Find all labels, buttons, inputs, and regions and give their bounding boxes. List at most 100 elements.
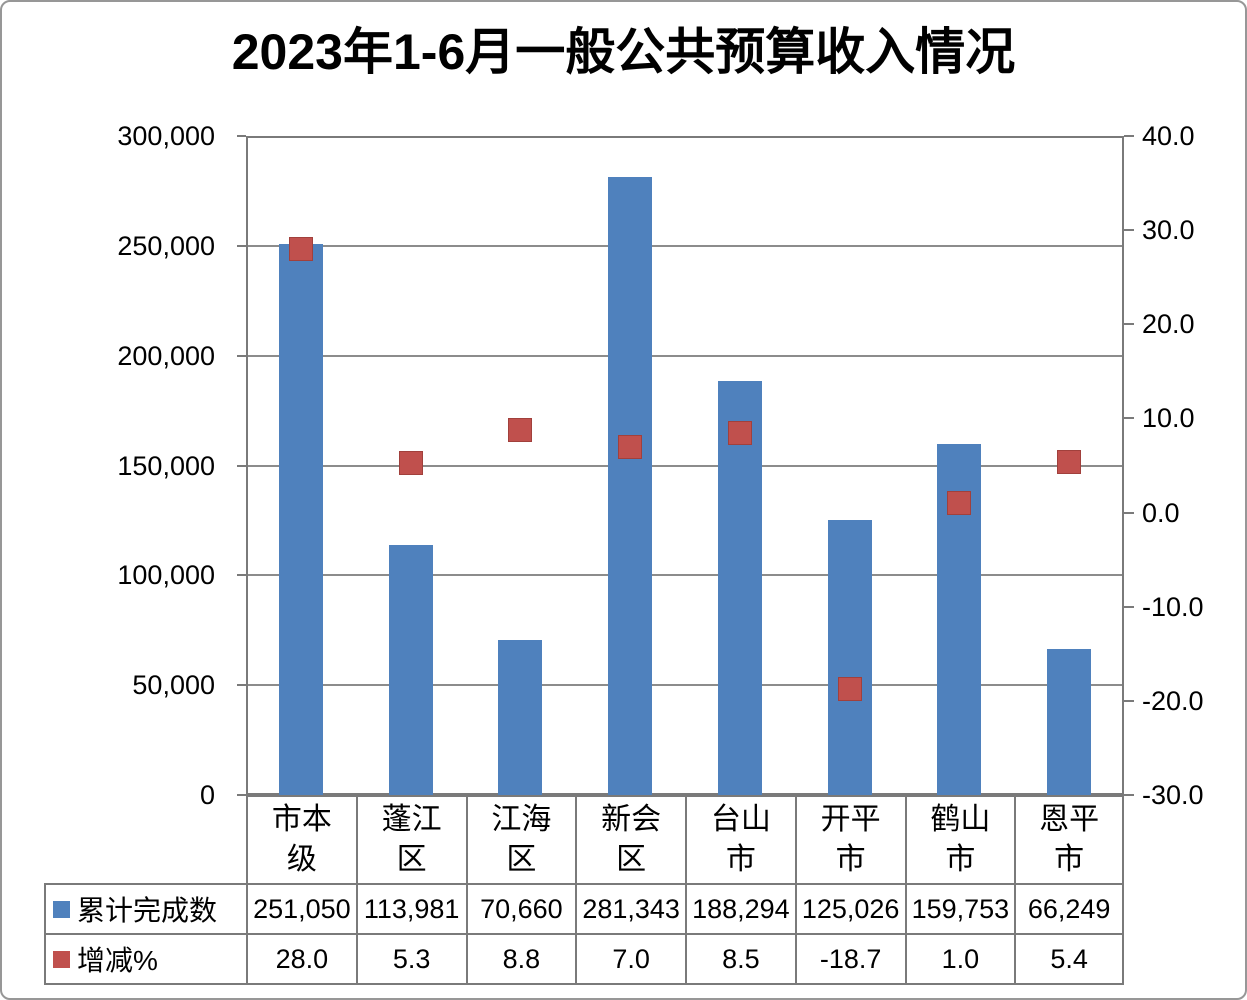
value-cell-text: 251,050 bbox=[253, 893, 351, 924]
value-cell: 8.8 bbox=[465, 933, 576, 985]
right-axis-tick-label: 30.0 bbox=[1142, 215, 1195, 246]
scatter-marker bbox=[837, 676, 862, 701]
right-axis-tick bbox=[1124, 417, 1134, 420]
right-axis-tick-label: 10.0 bbox=[1142, 403, 1195, 434]
left-axis-tick-label: 250,000 bbox=[117, 230, 215, 261]
value-cell-text: 159,753 bbox=[911, 893, 1010, 924]
left-axis-tick bbox=[237, 794, 246, 796]
category-cell: 蓬江区 bbox=[355, 795, 466, 883]
legend-key-icon bbox=[53, 950, 70, 968]
value-cell-text: 113,981 bbox=[363, 893, 460, 924]
value-cell-text: 1.0 bbox=[941, 943, 980, 974]
chart-title: 2023年1-6月一般公共预算收入情况 bbox=[231, 24, 1016, 80]
series-name-label: 累计完成数 bbox=[77, 895, 218, 926]
left-axis-tick bbox=[237, 464, 246, 467]
scatter-marker bbox=[618, 434, 643, 459]
right-axis-tick-label: -20.0 bbox=[1142, 685, 1204, 716]
category-label: 鹤山市 bbox=[930, 802, 991, 877]
left-axis-tick-label: 50,000 bbox=[132, 670, 215, 701]
left-axis-tick bbox=[237, 135, 246, 137]
plot-border bbox=[246, 136, 1124, 795]
right-axis-tick bbox=[1124, 229, 1134, 232]
value-cell-text: 70,660 bbox=[480, 893, 563, 924]
bar bbox=[608, 176, 653, 795]
category-cell: 江海区 bbox=[465, 795, 576, 883]
right-axis-tick bbox=[1124, 323, 1134, 326]
value-cell: 70,660 bbox=[465, 883, 576, 933]
right-axis-tick bbox=[1124, 699, 1134, 702]
gridline bbox=[246, 684, 1124, 687]
table-row-label: 增减% bbox=[44, 933, 246, 985]
value-cell: 159,753 bbox=[904, 883, 1015, 933]
bar bbox=[717, 381, 762, 795]
value-cell-text: 5.4 bbox=[1050, 943, 1088, 974]
bar bbox=[827, 520, 872, 795]
value-cell-text: 28.0 bbox=[275, 943, 329, 974]
category-label: 新会区 bbox=[601, 802, 662, 877]
table-corner-cell bbox=[44, 795, 246, 883]
gridline bbox=[246, 354, 1124, 357]
value-cell: 8.5 bbox=[685, 933, 795, 985]
value-cell-text: -18.7 bbox=[819, 943, 882, 974]
category-cell: 台山市 bbox=[685, 795, 795, 883]
value-cell: 113,981 bbox=[355, 883, 466, 933]
scatter-marker bbox=[947, 491, 972, 516]
table-row-label: 累计完成数 bbox=[44, 883, 246, 933]
left-axis-tick bbox=[237, 244, 246, 247]
value-cell: 28.0 bbox=[246, 933, 356, 985]
right-axis-tick-label: -30.0 bbox=[1142, 780, 1204, 810]
left-axis-tick-label: 0 bbox=[199, 780, 215, 810]
value-cell: 251,050 bbox=[246, 883, 356, 933]
right-axis-tick bbox=[1124, 511, 1134, 514]
category-cell: 市本级 bbox=[246, 795, 356, 883]
scatter-marker bbox=[288, 236, 313, 261]
category-cell: 恩平市 bbox=[1014, 795, 1124, 883]
value-cell-text: 8.5 bbox=[722, 943, 760, 974]
value-cell: 188,294 bbox=[685, 883, 795, 933]
left-axis-tick-label: 200,000 bbox=[117, 340, 215, 371]
value-cell-text: 281,343 bbox=[582, 893, 680, 924]
right-axis-tick bbox=[1124, 794, 1134, 796]
value-cell: 1.0 bbox=[904, 933, 1015, 985]
scatter-marker bbox=[1057, 449, 1082, 474]
right-axis-tick bbox=[1124, 135, 1134, 137]
bar bbox=[278, 243, 323, 795]
left-axis-tick bbox=[237, 574, 246, 577]
category-cell: 新会区 bbox=[575, 795, 685, 883]
right-axis-tick bbox=[1124, 605, 1134, 608]
value-cell-text: 188,294 bbox=[692, 893, 790, 924]
value-cell: 5.4 bbox=[1014, 933, 1124, 985]
value-cell: 125,026 bbox=[794, 883, 905, 933]
value-cell: 5.3 bbox=[355, 933, 466, 985]
scatter-marker bbox=[727, 420, 752, 445]
gridline bbox=[246, 464, 1124, 467]
left-axis-tick-label: 150,000 bbox=[117, 450, 215, 481]
category-label: 开平市 bbox=[820, 802, 881, 877]
right-axis-tick-label: 0.0 bbox=[1142, 497, 1180, 528]
right-axis-tick-label: -10.0 bbox=[1142, 591, 1204, 622]
left-axis-tick-label: 100,000 bbox=[117, 560, 215, 591]
left-axis-tick-label: 300,000 bbox=[117, 121, 215, 151]
bar bbox=[388, 544, 433, 795]
value-cell-text: 125,026 bbox=[801, 893, 900, 924]
value-cell: 7.0 bbox=[575, 933, 685, 985]
value-cell: 281,343 bbox=[575, 883, 685, 933]
bar bbox=[1047, 649, 1092, 795]
gridline bbox=[246, 574, 1124, 577]
value-cell-text: 5.3 bbox=[392, 943, 431, 974]
value-cell: 66,249 bbox=[1014, 883, 1124, 933]
value-cell-text: 8.8 bbox=[502, 943, 541, 974]
scatter-marker bbox=[398, 450, 423, 475]
left-axis-tick bbox=[237, 354, 246, 357]
right-axis-tick-label: 20.0 bbox=[1142, 309, 1195, 340]
category-cell: 鹤山市 bbox=[904, 795, 1015, 883]
value-cell-text: 7.0 bbox=[612, 943, 650, 974]
legend-key-icon bbox=[53, 900, 70, 918]
value-cell: -18.7 bbox=[794, 933, 905, 985]
chart-data-table: 市本级 蓬江区 江海区 新会区 台山市 开平市 鹤山市 恩平市累计完成数 251,050 113,… bbox=[44, 795, 1124, 985]
bar bbox=[498, 639, 543, 795]
value-cell-text: 66,249 bbox=[1027, 893, 1111, 924]
scatter-marker bbox=[508, 417, 533, 442]
series-name-label: 增减% bbox=[77, 945, 158, 976]
